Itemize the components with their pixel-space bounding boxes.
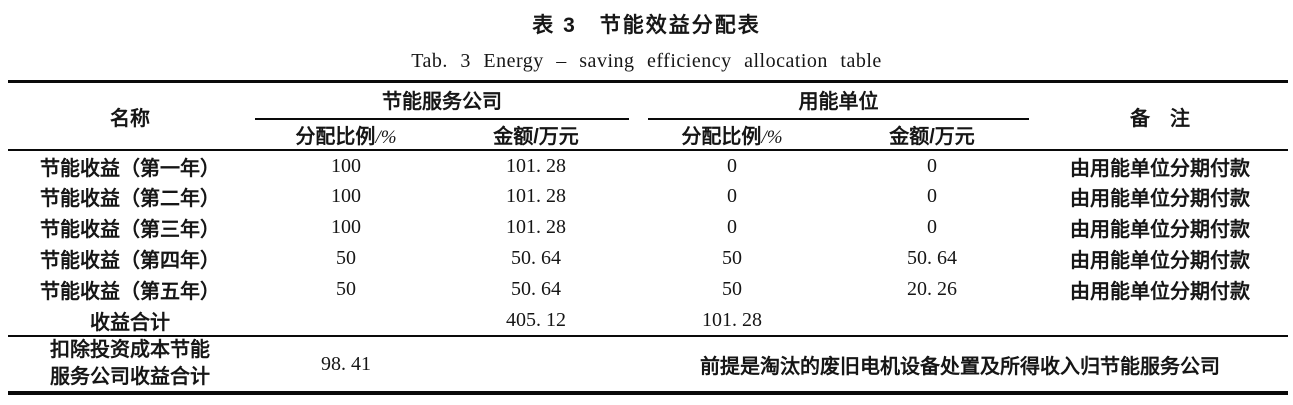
table-caption-block: 表 3 节能效益分配表 Tab. 3 Energy – saving effic… — [0, 0, 1293, 73]
table-body: 节能收益（第一年） 100 101. 28 0 0 由用能单位分期付款 节能收益… — [8, 150, 1288, 393]
esco-amount-cell: 101. 28 — [506, 216, 566, 238]
table-title-chinese: 表 3 节能效益分配表 — [532, 14, 761, 37]
remark-cell: 由用能单位分期付款 — [1070, 188, 1250, 210]
esco-amount-cell: 50. 64 — [511, 247, 561, 269]
row-name-cell: 节能收益（第二年） — [40, 188, 220, 210]
footer-row: 扣除投资成本节能 服务公司收益合计 98. 41 前提是淘汰的废旧电机设备处置及… — [8, 336, 1288, 393]
header-esco-ratio-label: 分配比例 — [295, 126, 376, 148]
user-ratio-cell: 50 — [722, 247, 742, 269]
remark-cell: 由用能单位分期付款 — [1070, 157, 1250, 180]
allocation-table: 名称 节能服务公司 用能单位 备 注 分配比例/% 金额/万元 分配比例/% 金… — [8, 80, 1288, 395]
header-user-amount: 金额/万元 — [832, 120, 1032, 151]
remark-cell: 由用能单位分期付款 — [1070, 219, 1250, 241]
table-title-english: Tab. 3 Energy – saving efficiency alloca… — [411, 50, 882, 72]
footer-esco-ratio-cell: 98. 41 — [321, 352, 371, 375]
table-row: 节能收益（第五年） 50 50. 64 50 20. 26 由用能单位分期付款 — [8, 274, 1288, 305]
header-name: 名称 — [8, 81, 252, 151]
user-amount-cell: 0 — [927, 216, 937, 238]
esco-ratio-cell: 100 — [331, 185, 361, 207]
total-user-ratio-cell: 101. 28 — [632, 305, 832, 337]
remark-cell: 由用能单位分期付款 — [1070, 281, 1250, 303]
header-remark: 备 注 — [1032, 81, 1288, 151]
header-user-ratio-unit: /% — [761, 127, 783, 148]
header-group-esco: 节能服务公司 — [252, 82, 632, 120]
row-name-cell: 节能收益（第一年） — [40, 157, 220, 180]
footer-name-line1: 扣除投资成本节能 — [50, 339, 210, 361]
esco-ratio-cell: 100 — [331, 216, 361, 238]
user-amount-cell: 0 — [927, 154, 937, 177]
esco-ratio-cell: 100 — [331, 154, 361, 177]
total-esco-ratio-cell — [252, 305, 440, 337]
total-remark-cell — [1032, 305, 1288, 337]
table-row: 节能收益（第二年） 100 101. 28 0 0 由用能单位分期付款 — [8, 181, 1288, 212]
header-group-user: 用能单位 — [632, 82, 1032, 120]
user-amount-cell: 0 — [927, 185, 937, 207]
table-row: 节能收益（第四年） 50 50. 64 50 50. 64 由用能单位分期付款 — [8, 243, 1288, 274]
row-name-cell: 节能收益（第四年） — [40, 250, 220, 272]
esco-amount-cell: 101. 28 — [506, 154, 566, 177]
total-user-amount-cell — [832, 305, 1032, 337]
total-name-cell: 收益合计 — [8, 305, 252, 337]
remark-cell: 由用能单位分期付款 — [1070, 250, 1250, 272]
header-group-esco-label: 节能服务公司 — [255, 83, 629, 120]
user-ratio-cell: 0 — [727, 185, 737, 207]
table-header: 名称 节能服务公司 用能单位 备 注 分配比例/% 金额/万元 分配比例/% 金… — [8, 81, 1288, 151]
user-ratio-cell: 50 — [722, 278, 742, 300]
header-group-user-label: 用能单位 — [648, 83, 1029, 120]
user-ratio-cell: 0 — [727, 216, 737, 238]
header-user-ratio-label: 分配比例 — [681, 126, 762, 148]
row-name-cell: 节能收益（第五年） — [40, 281, 220, 303]
header-esco-ratio-unit: /% — [375, 127, 397, 148]
header-esco-amount: 金额/万元 — [440, 120, 632, 151]
user-amount-cell: 20. 26 — [907, 278, 957, 300]
total-row: 收益合计 405. 12 101. 28 — [8, 305, 1288, 337]
esco-ratio-cell: 50 — [336, 278, 356, 300]
footer-empty-cell — [440, 336, 632, 393]
footer-name-line2: 服务公司收益合计 — [50, 366, 210, 388]
total-esco-amount-cell: 405. 12 — [440, 305, 632, 337]
footer-note-cell: 前提是淘汰的废旧电机设备处置及所得收入归节能服务公司 — [700, 355, 1220, 378]
header-esco-ratio: 分配比例/% — [252, 120, 440, 151]
esco-amount-cell: 101. 28 — [506, 185, 566, 207]
header-user-ratio: 分配比例/% — [632, 120, 832, 151]
row-name-cell: 节能收益（第三年） — [40, 219, 220, 241]
user-amount-cell: 50. 64 — [907, 247, 957, 269]
footer-name-cell: 扣除投资成本节能 服务公司收益合计 — [8, 336, 252, 393]
table-row: 节能收益（第三年） 100 101. 28 0 0 由用能单位分期付款 — [8, 212, 1288, 243]
esco-ratio-cell: 50 — [336, 247, 356, 269]
esco-amount-cell: 50. 64 — [511, 278, 561, 300]
table-row: 节能收益（第一年） 100 101. 28 0 0 由用能单位分期付款 — [8, 150, 1288, 181]
user-ratio-cell: 0 — [727, 154, 737, 177]
